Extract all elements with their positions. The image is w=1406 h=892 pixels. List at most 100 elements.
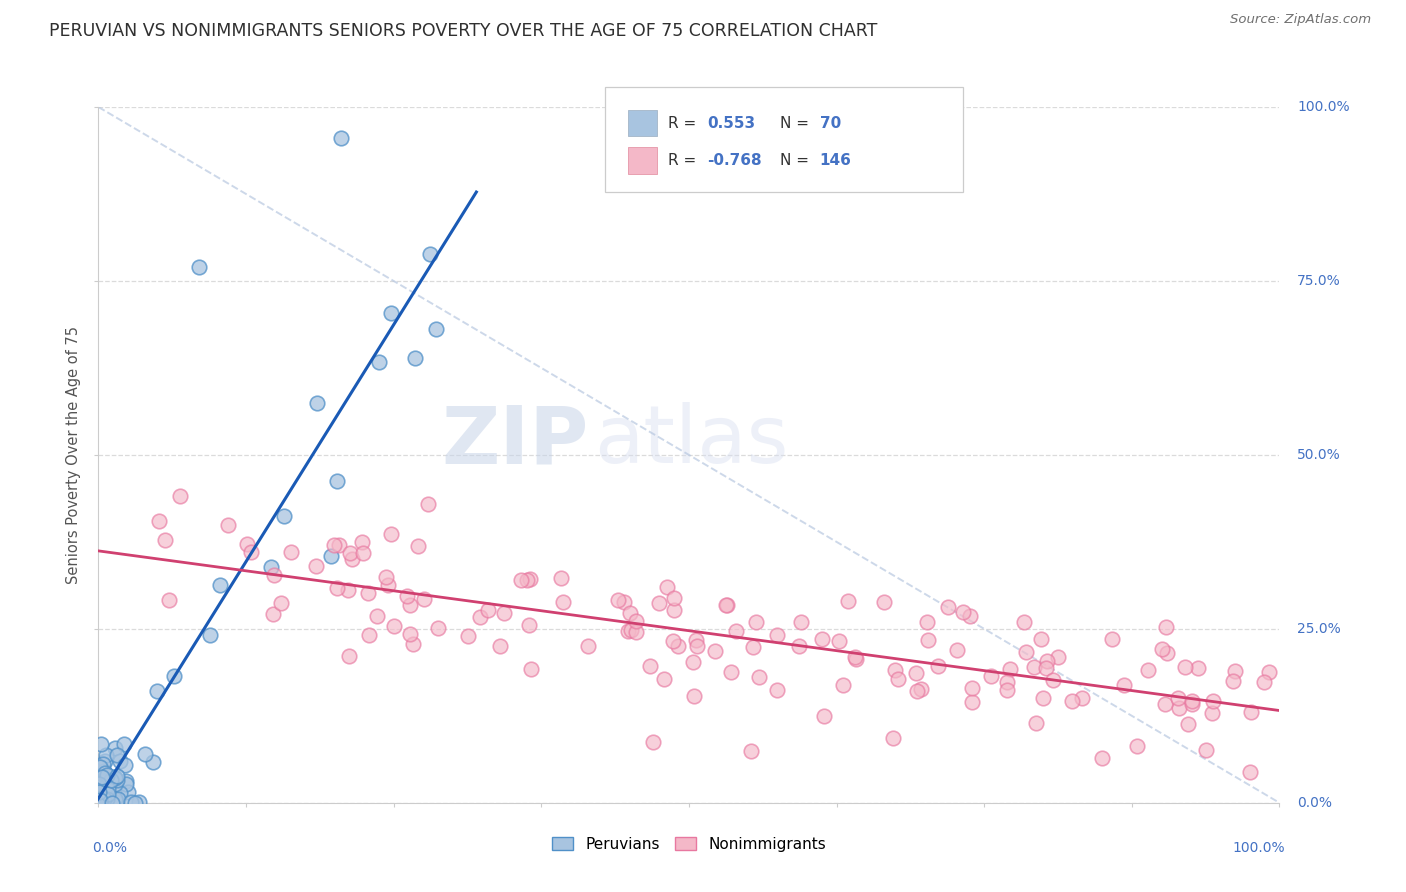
Point <box>93 784 115 798</box>
Point <box>107 791 129 805</box>
Point <box>87 776 110 790</box>
Point <box>960 681 983 695</box>
Point <box>108 754 131 768</box>
Point <box>1223 664 1246 678</box>
Point <box>1239 765 1261 780</box>
Point <box>146 684 169 698</box>
Point <box>724 624 747 638</box>
Point <box>427 622 450 636</box>
Text: 100.0%: 100.0% <box>1298 100 1350 114</box>
Point <box>1201 706 1223 720</box>
Point <box>648 596 671 610</box>
Point <box>128 795 150 809</box>
Point <box>1202 694 1225 708</box>
Text: N =: N = <box>780 153 814 168</box>
Point <box>744 615 766 629</box>
Point <box>89 793 111 807</box>
Point <box>666 639 689 653</box>
Point <box>262 607 284 622</box>
Text: 50.0%: 50.0% <box>1298 448 1341 462</box>
Point <box>91 774 114 789</box>
Point <box>837 594 859 608</box>
Point <box>995 683 1018 698</box>
Point <box>509 573 531 587</box>
Point <box>872 595 894 609</box>
Point <box>162 669 184 683</box>
Point <box>87 780 110 794</box>
Point <box>402 636 425 650</box>
Point <box>107 747 129 762</box>
Point <box>398 598 420 612</box>
Point <box>368 355 391 369</box>
Point <box>1025 716 1047 731</box>
Point <box>105 772 128 787</box>
Point <box>641 735 664 749</box>
Point <box>882 731 904 745</box>
Point <box>94 765 117 780</box>
Point <box>740 744 762 758</box>
Point <box>927 658 949 673</box>
Point <box>905 684 928 698</box>
Point <box>104 792 127 806</box>
Point <box>380 306 402 320</box>
Point <box>1046 649 1069 664</box>
Point <box>1071 691 1094 706</box>
Point <box>703 644 725 658</box>
Point <box>917 632 939 647</box>
Point <box>1114 678 1136 692</box>
Point <box>104 771 127 785</box>
Point <box>811 632 834 646</box>
Point <box>97 781 120 796</box>
Point <box>339 546 361 560</box>
Point <box>96 789 118 804</box>
Point <box>187 260 209 274</box>
Point <box>915 615 938 629</box>
Point <box>322 538 344 552</box>
Point <box>169 489 191 503</box>
Point <box>613 595 636 609</box>
Point <box>157 593 180 607</box>
Point <box>1022 660 1045 674</box>
Point <box>96 792 118 806</box>
Point <box>470 610 492 624</box>
Text: -0.768: -0.768 <box>707 153 762 168</box>
Point <box>790 615 813 629</box>
Point <box>765 628 787 642</box>
Point <box>352 546 374 560</box>
Point <box>90 770 112 784</box>
Point <box>357 628 380 642</box>
Point <box>93 792 115 806</box>
Point <box>91 757 114 772</box>
Point <box>377 578 399 592</box>
Y-axis label: Seniors Poverty Over the Age of 75: Seniors Poverty Over the Age of 75 <box>66 326 82 584</box>
Point <box>270 596 292 610</box>
Point <box>1181 697 1204 711</box>
Point <box>87 789 110 804</box>
Point <box>217 517 239 532</box>
Point <box>959 608 981 623</box>
Point <box>305 558 328 573</box>
Point <box>960 695 983 709</box>
Point <box>904 666 927 681</box>
Point <box>337 582 360 597</box>
Point <box>661 634 683 648</box>
Text: 0.553: 0.553 <box>707 116 755 130</box>
Point <box>682 689 704 703</box>
Point <box>1125 739 1147 753</box>
Point <box>686 640 709 654</box>
Point <box>374 570 396 584</box>
Point <box>235 537 257 551</box>
Point <box>104 777 127 791</box>
Point <box>328 538 350 552</box>
Point <box>1167 690 1189 705</box>
Point <box>1153 697 1175 711</box>
Point <box>90 737 112 751</box>
Point <box>418 498 440 512</box>
Point <box>652 672 675 686</box>
Point <box>1222 674 1244 689</box>
Point <box>1258 665 1281 680</box>
Point <box>1253 674 1275 689</box>
Point <box>419 247 441 261</box>
Point <box>945 642 967 657</box>
Point <box>662 591 685 605</box>
